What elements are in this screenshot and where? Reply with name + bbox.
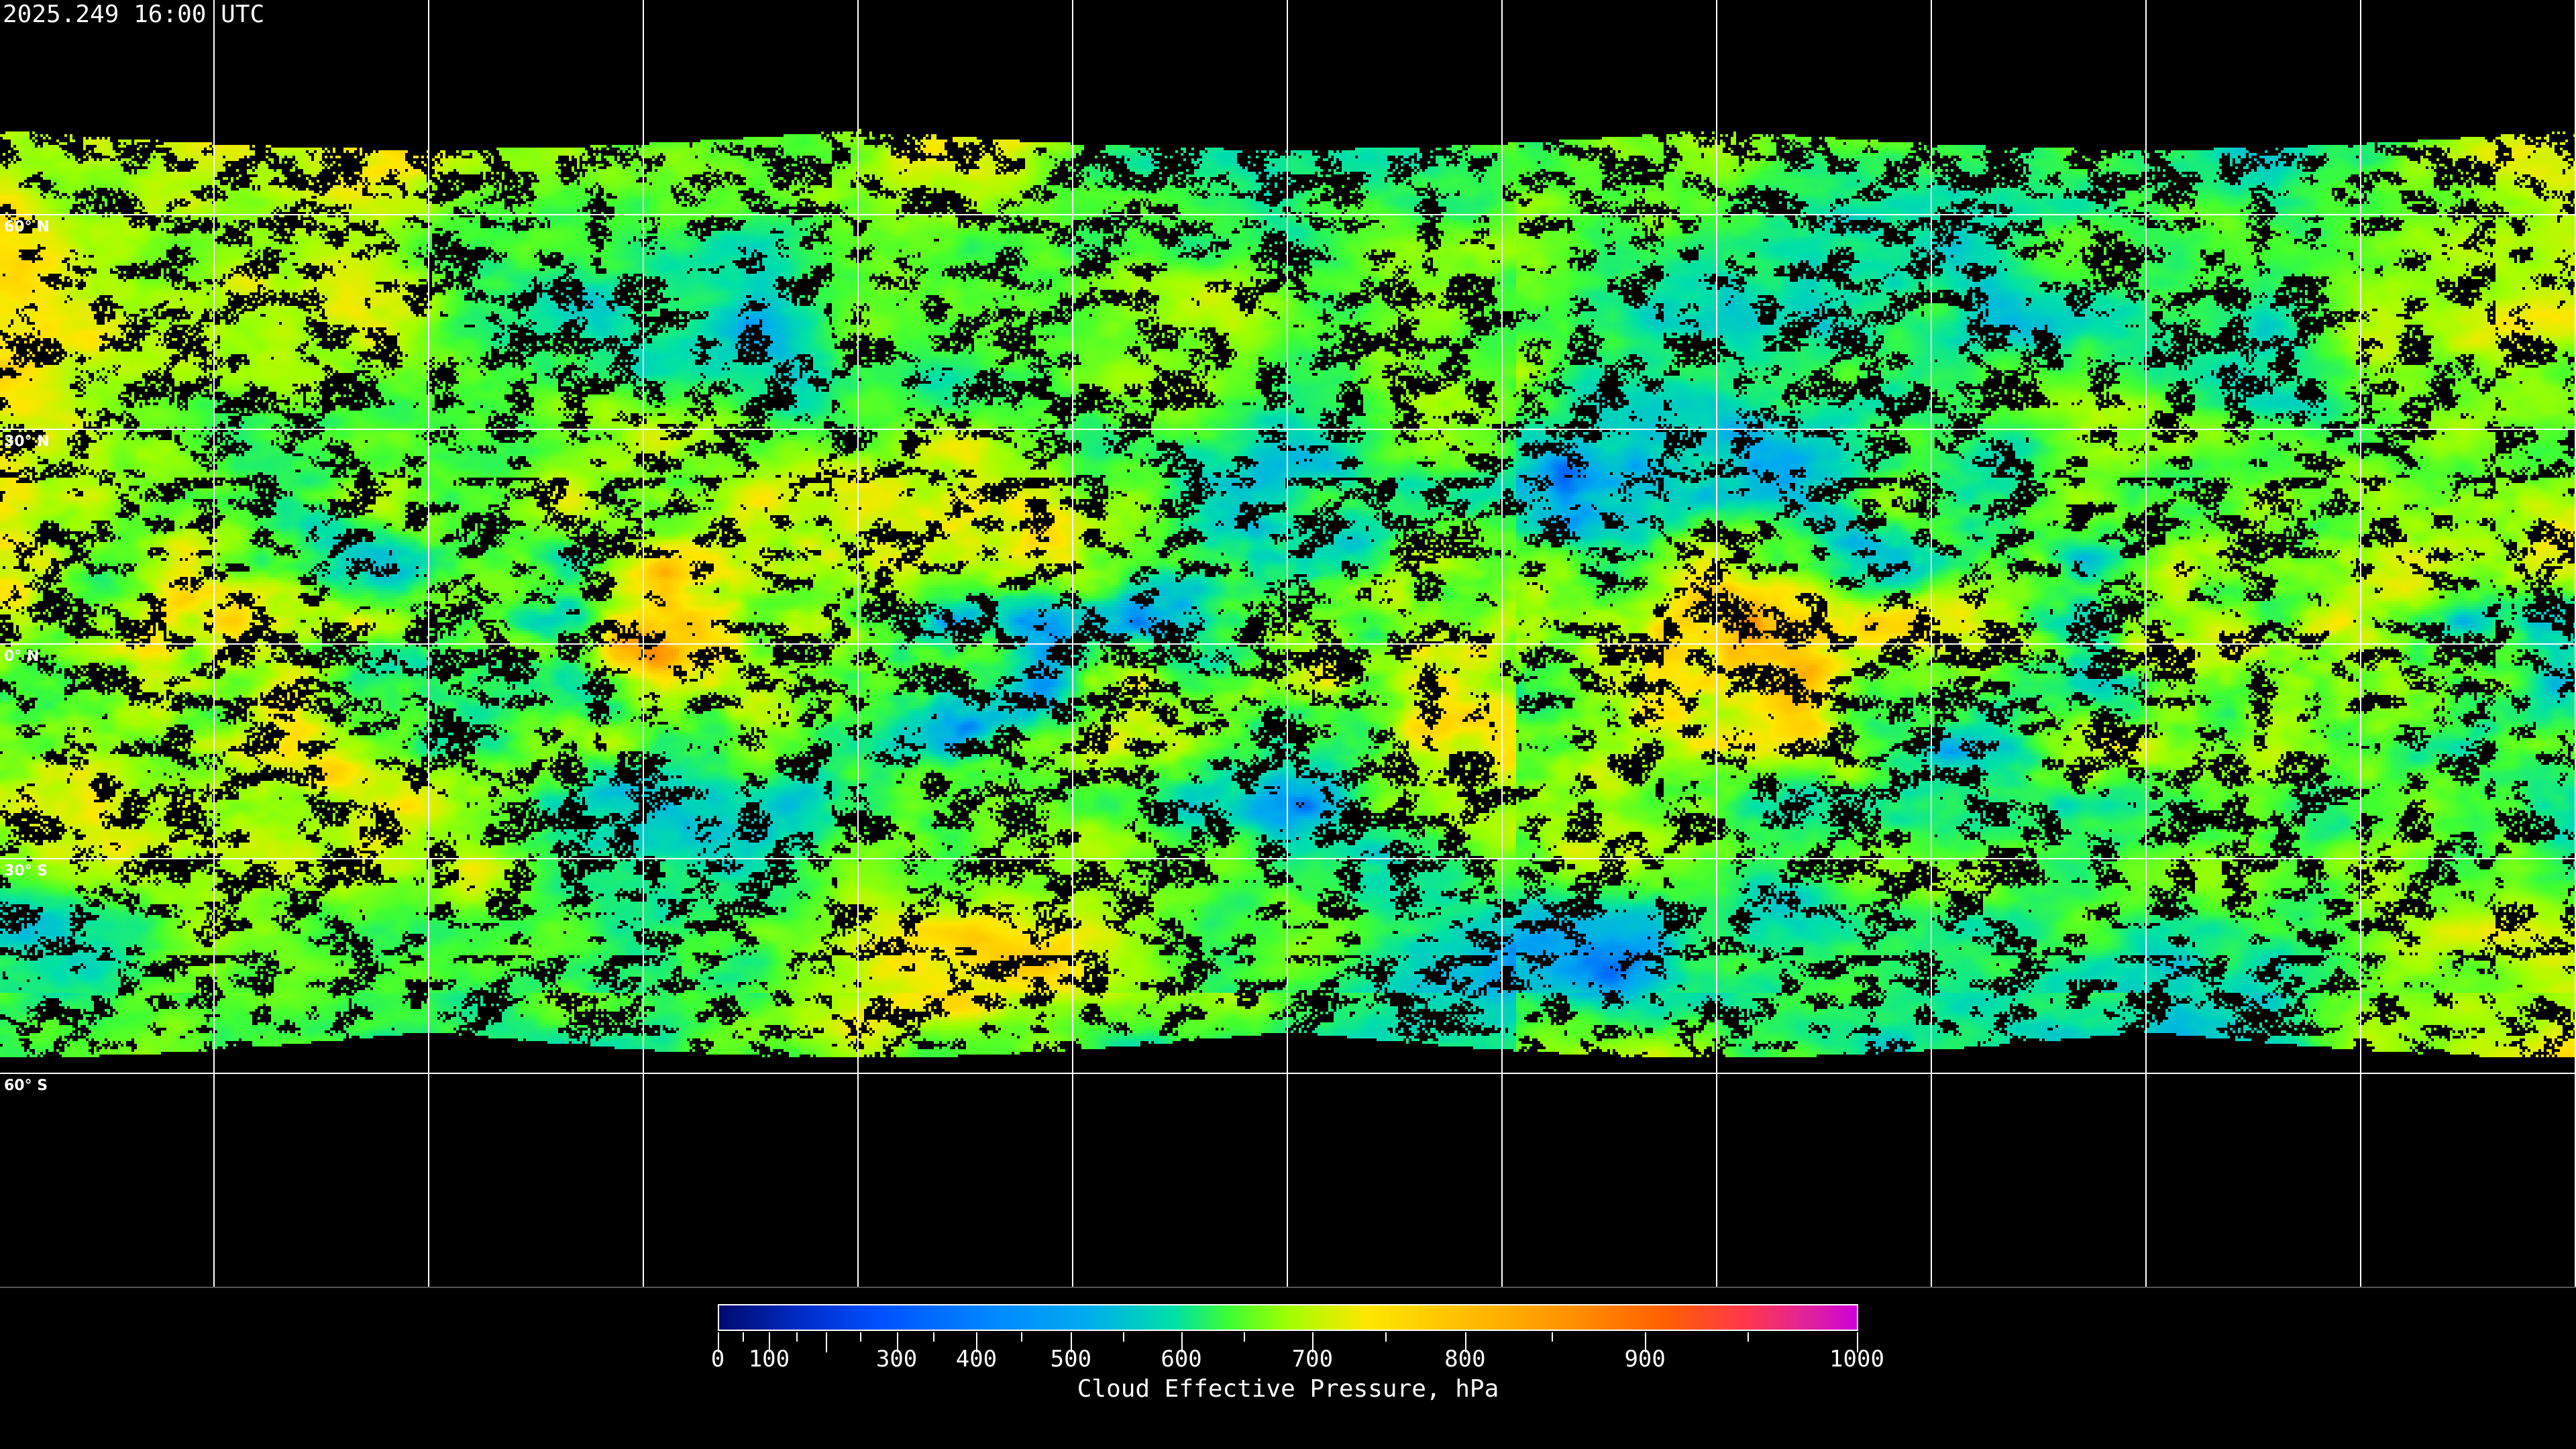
colorbar-tick-label: 800 xyxy=(1444,1346,1486,1373)
colorbar-tick xyxy=(769,1332,771,1352)
colorbar-tick-label: 1000 xyxy=(1829,1346,1884,1373)
lat-label-30s: 30° S xyxy=(4,863,48,879)
colorbar-ticks xyxy=(718,1332,1858,1352)
colorbar-tick xyxy=(718,1332,719,1352)
colorbar-tick-label: 600 xyxy=(1161,1346,1202,1373)
colorbar xyxy=(718,1304,1858,1331)
colorbar-tick xyxy=(1312,1332,1314,1352)
colorbar-tick-label: 0 xyxy=(710,1346,725,1373)
colorbar-tick xyxy=(860,1332,862,1342)
colorbar-tick xyxy=(1071,1332,1073,1352)
colorbar-tick xyxy=(1551,1332,1553,1342)
cloud-pressure-map: 60° N 30° N 0° N 30° S 60° S xyxy=(0,0,2576,1288)
colorbar-tick xyxy=(1464,1332,1466,1352)
colorbar-tick-label: 900 xyxy=(1624,1346,1666,1373)
colorbar-tick xyxy=(1857,1332,1858,1352)
colorbar-tick xyxy=(1747,1332,1749,1342)
colorbar-tick xyxy=(1645,1332,1647,1352)
colorbar-title: Cloud Effective Pressure, hPa xyxy=(1077,1375,1499,1403)
colorbar-tick-label: 700 xyxy=(1291,1346,1334,1373)
colorbar-tick-label: 300 xyxy=(875,1346,918,1373)
colorbar-tick-label: 100 xyxy=(748,1346,790,1373)
colorbar-tick xyxy=(896,1332,898,1352)
colorbar-tick-label: 400 xyxy=(955,1346,998,1373)
timestamp-title: 2025.249 16:00 UTC xyxy=(3,1,265,28)
colorbar-tick xyxy=(976,1332,978,1352)
colorbar-tick xyxy=(932,1332,934,1342)
colorbar-tick xyxy=(1244,1332,1246,1342)
colorbar-tick xyxy=(1020,1332,1022,1342)
lat-label-0n: 0° N xyxy=(4,648,40,665)
colorbar-tick xyxy=(826,1332,828,1352)
lat-label-60n: 60° N xyxy=(4,219,50,235)
colorbar-tick xyxy=(1385,1332,1387,1342)
lat-label-60s: 60° S xyxy=(4,1077,48,1094)
lat-label-30n: 30° N xyxy=(4,433,50,450)
lat-lon-grid xyxy=(0,0,2576,1288)
colorbar-tick xyxy=(1123,1332,1125,1342)
map-bottom-border xyxy=(0,1287,2576,1288)
colorbar-tick xyxy=(743,1332,745,1342)
colorbar-tick xyxy=(1181,1332,1183,1352)
colorbar-tick xyxy=(796,1332,798,1342)
colorbar-tick-label: 500 xyxy=(1050,1346,1092,1373)
